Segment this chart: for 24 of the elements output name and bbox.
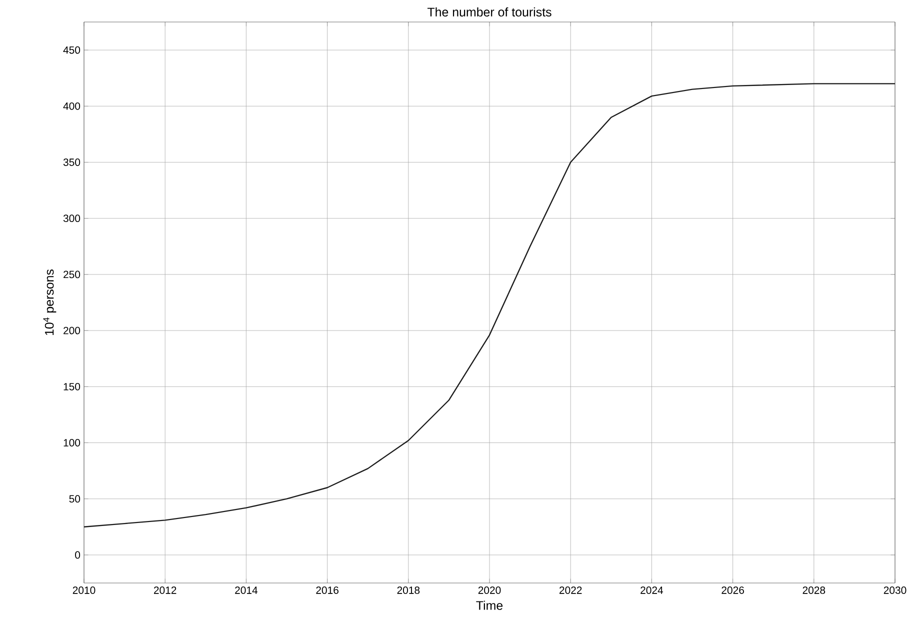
y-tick-label: 450 xyxy=(63,46,80,54)
y-tick-label: 350 xyxy=(63,158,80,166)
x-tick-label: 2014 xyxy=(235,586,258,594)
x-tick-label: 2020 xyxy=(478,586,501,594)
x-tick-label: 2026 xyxy=(722,586,744,594)
x-tick-label: 2018 xyxy=(397,586,420,594)
x-axis-title: Time xyxy=(476,600,503,610)
x-tick-label: 2024 xyxy=(640,586,664,594)
y-tick-label: 50 xyxy=(69,495,80,503)
y-tick-label: 100 xyxy=(64,439,80,446)
x-tick-label: 2030 xyxy=(884,586,906,594)
chart-title: The number of tourists xyxy=(427,7,552,16)
x-tick-label: 2016 xyxy=(316,586,338,594)
y-tick-label: 400 xyxy=(63,102,80,110)
x-tick-label: 2012 xyxy=(154,586,176,594)
x-tick-label: 2022 xyxy=(560,586,582,594)
y-tick-label: 300 xyxy=(63,214,80,222)
y-tick-label: 250 xyxy=(64,270,80,278)
y-tick-label: 0 xyxy=(75,551,80,559)
x-tick-label: 2010 xyxy=(72,586,96,594)
y-tick-label: 200 xyxy=(64,326,80,334)
y-tick-label: 150 xyxy=(64,382,80,390)
y-axis-title: 10$^{4}$ persons xyxy=(43,269,56,336)
x-tick-label: 2028 xyxy=(802,586,826,594)
